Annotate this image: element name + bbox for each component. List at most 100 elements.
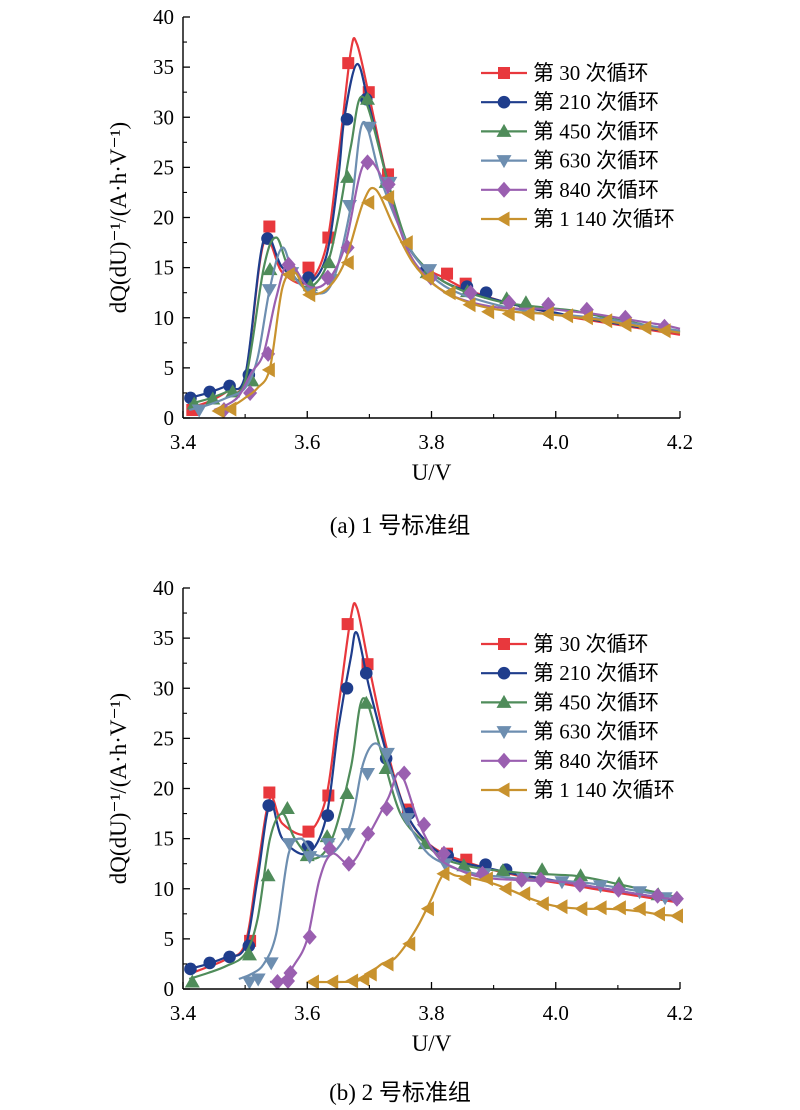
legend-label-2: 第 450 次循环 (533, 119, 659, 143)
series-5-point-10 (442, 285, 456, 301)
series-5-point-12 (517, 886, 531, 902)
legend-label-4: 第 840 次循环 (533, 749, 659, 773)
x-tick-label: 4.2 (667, 430, 693, 454)
y-tick-label: 25 (153, 155, 174, 179)
series-4-point-9 (417, 816, 432, 833)
chart-panel-b: 0 5 10 15 20 25 30 35 40 3.4 3.6 3.8 4.0 4.2 U/V dQ(dU)… (106, 576, 693, 1105)
series-0-point-1 (263, 220, 276, 233)
series-4-point-4 (322, 840, 337, 857)
legend-swatch-marker-0 (498, 67, 510, 79)
series-4-point-10 (502, 294, 517, 311)
series-2-point-0 (184, 974, 200, 988)
series-5-point-19 (618, 317, 632, 333)
series-4-point-6 (360, 154, 375, 171)
series-5-point-0 (305, 974, 319, 989)
series-1-point-1 (203, 956, 217, 970)
series-5-point-11 (498, 881, 512, 897)
series-4-point-9 (463, 284, 478, 301)
series-5-point-4 (302, 287, 316, 303)
legend-swatch-marker-1 (497, 666, 511, 680)
legend-swatch-marker-3 (496, 726, 512, 740)
legend-swatch-marker-5 (496, 211, 510, 227)
series-5-point-17 (579, 310, 593, 326)
series-1-point-4 (262, 799, 276, 812)
y-tick-label: 25 (153, 726, 174, 750)
series-5-point-17 (612, 900, 626, 916)
x-tick-label: 3.4 (170, 430, 197, 454)
y-tick-label: 0 (164, 406, 175, 430)
series-5-point-1 (223, 401, 237, 417)
series-3-point-1 (250, 973, 266, 987)
series-2-point-2 (260, 868, 276, 882)
series-5-point-16 (560, 308, 574, 324)
series-1-point-0 (184, 962, 197, 976)
legend-swatch-marker-2 (496, 694, 512, 708)
series-1-point-6 (340, 112, 354, 126)
y-tick-label: 35 (153, 626, 174, 650)
series-5-point-20 (670, 908, 684, 924)
series-5-point-0 (211, 403, 225, 418)
series-3-point-8 (422, 264, 438, 278)
series-5-point-15 (540, 306, 554, 322)
y-tick-label: 10 (153, 877, 174, 901)
legend-swatch-marker-4 (497, 181, 511, 198)
y-tick-label: 20 (153, 777, 174, 801)
y-tick-label: 40 (153, 576, 174, 600)
series-1-point-4 (261, 232, 274, 245)
series-3-point-9 (399, 813, 415, 827)
series-5-point-14 (554, 899, 568, 915)
series-4-point-3 (281, 256, 296, 273)
series-5-point-18 (632, 901, 646, 917)
legend-label-3: 第 630 次循环 (533, 720, 659, 744)
series-4-point-12 (514, 871, 529, 888)
series-2-point-1 (241, 947, 257, 961)
series-2-point-13 (518, 295, 534, 309)
series-4-point-14 (572, 876, 587, 893)
series-3-point-3 (281, 838, 297, 852)
series-1-point-8 (359, 666, 373, 680)
panel-caption: (b) 2 号标准组 (329, 1080, 471, 1105)
series-line-3 (188, 121, 681, 412)
series-5-point-8 (399, 235, 413, 251)
series-0-point-2 (302, 261, 315, 274)
series-5-point-6 (402, 936, 416, 952)
series-1-point-11 (479, 286, 493, 299)
series-2-point-11 (495, 863, 511, 877)
plot-area (184, 37, 681, 418)
series-3-point-14 (592, 880, 608, 894)
series-4-point-6 (361, 825, 376, 842)
legend-swatch-marker-5 (496, 782, 510, 798)
series-5-point-13 (535, 896, 549, 912)
x-tick-label: 3.6 (294, 430, 320, 454)
series-5-point-12 (481, 304, 495, 320)
series-5-point-20 (638, 320, 652, 336)
series-3-point-8 (379, 747, 395, 761)
legend-swatch-marker-2 (496, 123, 512, 137)
series-5-point-6 (361, 194, 375, 210)
series-5-point-19 (651, 906, 665, 922)
y-axis-label: dQ(dU)⁻¹/(A·h·V⁻¹) (106, 693, 131, 884)
y-tick-label: 40 (153, 5, 174, 29)
series-5-point-16 (593, 900, 607, 916)
panel-caption: (a) 1 号标准组 (330, 513, 471, 538)
series-0-point-7 (441, 267, 454, 280)
y-tick-label: 35 (153, 55, 174, 79)
x-tick-label: 3.6 (294, 1001, 320, 1025)
y-tick-label: 15 (153, 256, 174, 280)
series-4-point-4 (320, 269, 335, 286)
series-3-point-7 (360, 767, 376, 781)
y-tick-label: 30 (153, 105, 174, 129)
series-line-4 (269, 771, 681, 984)
series-0-point-4 (342, 57, 355, 70)
legend-label-3: 第 630 次循环 (533, 149, 659, 173)
series-3-point-6 (340, 828, 356, 842)
series-5-point-15 (574, 901, 588, 917)
legend-label-5: 第 1 140 次循环 (533, 207, 675, 231)
x-axis-label: U/V (412, 460, 452, 485)
series-4-point-17 (669, 890, 684, 907)
y-tick-label: 5 (164, 927, 175, 951)
series-5-point-21 (657, 323, 671, 339)
series-1-point-6 (321, 809, 335, 822)
x-tick-label: 4.0 (543, 430, 569, 454)
